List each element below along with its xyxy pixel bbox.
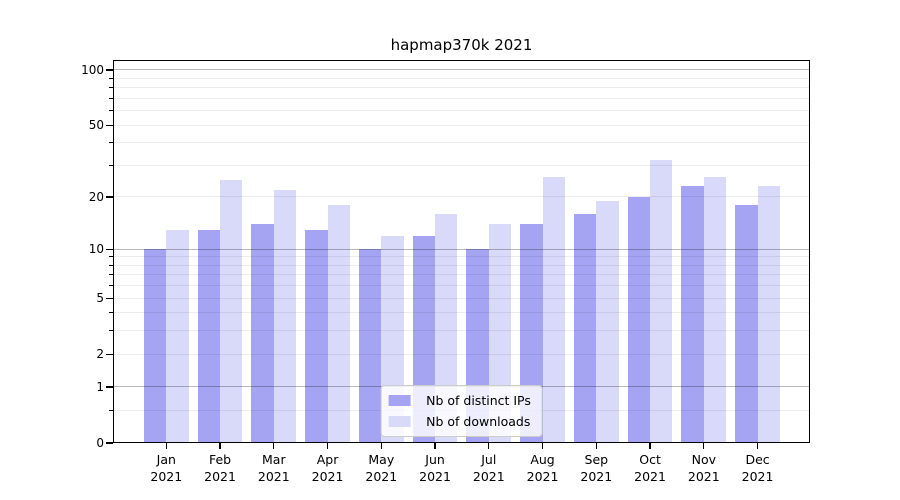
chart-title: hapmap370k 2021	[390, 36, 533, 54]
y-tick	[106, 297, 113, 299]
legend-swatch-downloads	[388, 416, 411, 427]
x-tick	[380, 443, 382, 449]
y-tick	[106, 353, 113, 355]
legend-label-distinct-ips: Nb of distinct IPs	[426, 393, 531, 408]
y-tick-label: 5	[96, 291, 104, 306]
bar-downloads	[650, 160, 673, 443]
y-tick-label: 100	[81, 62, 104, 77]
x-tick	[488, 443, 490, 449]
y-tick	[106, 124, 113, 126]
legend: Nb of distinct IPs Nb of downloads	[380, 385, 543, 437]
x-tick-label: Sep 2021	[580, 452, 613, 484]
bar-distinct-ips	[197, 229, 221, 443]
bar-distinct-ips	[143, 249, 167, 443]
y-tick-label: 0	[96, 436, 104, 450]
y-tick	[106, 386, 113, 388]
bar-distinct-ips	[305, 229, 328, 443]
x-tick-label: Jan 2021	[150, 452, 183, 484]
legend-label-downloads: Nb of downloads	[426, 414, 531, 429]
y-tick	[106, 248, 113, 250]
bar-downloads	[596, 200, 619, 443]
x-tick	[703, 443, 705, 449]
x-tick-label: Aug 2021	[526, 452, 559, 484]
bar-downloads	[166, 229, 189, 443]
bar-distinct-ips	[358, 249, 382, 443]
y-tick-label: 2	[96, 347, 104, 362]
x-tick	[756, 443, 759, 449]
bar-distinct-ips	[627, 196, 651, 443]
x-tick	[649, 443, 651, 449]
bar-downloads	[220, 179, 243, 443]
x-tick-label: Oct 2021	[634, 452, 666, 484]
bar-downloads	[703, 176, 727, 443]
legend-item-distinct-ips: Nb of distinct IPs	[388, 393, 531, 408]
x-tick	[165, 443, 167, 449]
y-tick-label: 20	[88, 189, 104, 204]
bar-downloads	[542, 176, 565, 443]
y-tick	[106, 196, 113, 198]
x-tick	[595, 443, 597, 449]
y-tick-label: 50	[88, 118, 104, 133]
bar-distinct-ips	[573, 214, 597, 443]
x-tick-label: Apr 2021	[311, 452, 344, 484]
x-tick-label: Mar 2021	[257, 452, 290, 484]
x-tick	[273, 443, 275, 449]
y-tick	[106, 442, 113, 444]
x-tick-label: Jun 2021	[419, 452, 451, 484]
bar-downloads	[273, 189, 297, 443]
y-tick	[106, 69, 113, 71]
bar-distinct-ips	[251, 224, 274, 443]
x-tick-label: May 2021	[365, 452, 398, 484]
x-tick	[326, 443, 329, 449]
x-tick	[219, 443, 221, 449]
x-tick	[434, 443, 436, 449]
x-tick-label: Jul 2021	[472, 452, 505, 484]
x-tick-label: Dec 2021	[741, 452, 774, 484]
y-tick-label: 10	[88, 242, 104, 257]
x-tick	[541, 443, 544, 449]
x-tick-label: Feb 2021	[204, 452, 236, 484]
bar-downloads	[327, 205, 350, 443]
y-tick-label: 1	[96, 379, 104, 394]
legend-swatch-distinct-ips	[388, 395, 411, 406]
plot-area: 100 50 20 10 5 2 1 0 Jan 2021 Feb 2021 Mar 2021 Apr 20…	[81, 60, 810, 484]
x-tick-label: Nov 2021	[687, 452, 720, 484]
bar-distinct-ips	[681, 186, 704, 443]
bar-downloads	[757, 186, 780, 443]
bar-distinct-ips	[735, 205, 758, 443]
legend-item-downloads: Nb of downloads	[388, 414, 531, 429]
